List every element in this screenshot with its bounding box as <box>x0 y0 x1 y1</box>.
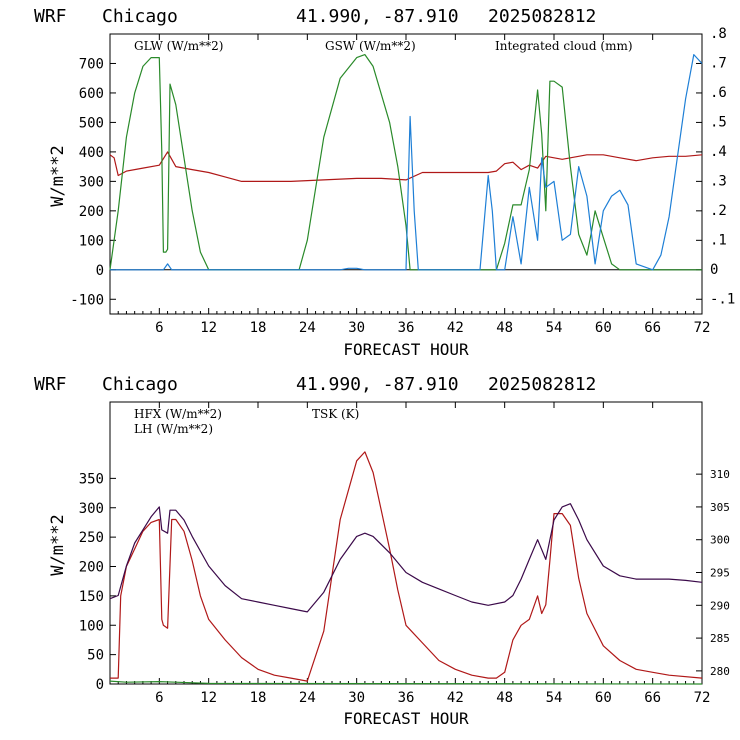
chart-1-x-tick-label: 66 <box>644 320 661 336</box>
chart-2-x-tick-label: 24 <box>299 690 316 706</box>
chart-1-y2-tick-label: .4 <box>710 144 727 160</box>
chart-1-x-tick-label: 72 <box>694 320 711 336</box>
chart-2-series-2-line <box>109 680 703 685</box>
chart-1-series-2-line <box>109 53 702 271</box>
chart-2-series-1-line <box>110 451 703 682</box>
chart-2-marks: 6 12 18 24 30 36 42 48 54 60 66 72 0 50 100 150 200 250 30… <box>79 402 730 706</box>
chart-2-legend-lh: LH (W/m**2) <box>134 422 213 436</box>
chart-2-y-tick-label: 300 <box>79 501 104 517</box>
chart-1-coords: 41.990, -87.910 <box>296 6 459 27</box>
chart-1-x-tick-label: 18 <box>250 320 267 336</box>
chart-2-y-tick-label: 200 <box>79 560 104 576</box>
chart-1-x-tick-label: 36 <box>398 320 415 336</box>
chart-1-legend-gsw: GSW (W/m**2) <box>325 39 416 53</box>
chart-2-y-tick-label: 50 <box>87 648 104 664</box>
chart-1-y-axis-label: W/m**2 <box>48 145 68 206</box>
chart-1-model: WRF <box>34 6 67 27</box>
chart-1-y-tick-label: 400 <box>79 145 104 161</box>
chart-2-y-tick-label: 150 <box>79 589 104 605</box>
chart-2-y-tick-label: 250 <box>79 530 104 546</box>
chart-2-x-tick-label: 42 <box>447 690 464 706</box>
chart-1-y2-tick-label: -.1 <box>710 291 735 307</box>
chart-2-x-tick-label: 12 <box>200 690 217 706</box>
chart-1-run: 2025082812 <box>488 6 596 27</box>
chart-1-y-tick-label: 100 <box>79 233 104 249</box>
chart-1-x-tick-label: 12 <box>200 320 217 336</box>
chart-2-coords: 41.990, -87.910 <box>296 374 459 395</box>
chart-2-x-tick-label: 6 <box>155 690 163 706</box>
chart-1-series-3-line <box>110 53 703 271</box>
chart-1-x-tick-label: 42 <box>447 320 464 336</box>
chart-1-y2-tick-label: .1 <box>710 232 727 248</box>
chart-1-x-tick-label: 54 <box>546 320 563 336</box>
chart-2-y-tick-label: 350 <box>79 471 104 487</box>
chart-2-y-tick-label: 100 <box>79 618 104 634</box>
chart-2-series-3-line <box>109 503 703 613</box>
chart-2-y2-tick-label: 285 <box>710 632 730 645</box>
chart-1-y-tick-label: 200 <box>79 204 104 220</box>
chart-1-x-tick-label: 60 <box>595 320 612 336</box>
chart-1-x-tick-label: 30 <box>348 320 365 336</box>
chart-2-x-tick-label: 36 <box>398 690 415 706</box>
chart-1-y2-tick-label: .3 <box>710 173 727 189</box>
chart-1-x-tick-label: 24 <box>299 320 316 336</box>
chart-1-y-tick-label: 500 <box>79 115 104 131</box>
chart-1-x-tick-label: 6 <box>155 320 163 336</box>
chart-1-y-tick-label: -100 <box>70 292 104 308</box>
chart-2-plot-frame <box>109 401 703 685</box>
chart-2-y2-tick-label: 305 <box>710 501 730 514</box>
chart-2-x-tick-label: 48 <box>496 690 513 706</box>
chart-1-x-tick-label: 48 <box>496 320 513 336</box>
chart-2-y2-tick-label: 295 <box>710 567 730 580</box>
chart-1-series-1-line <box>109 151 703 182</box>
chart-2-legend-tsk: TSK (K) <box>312 407 359 421</box>
chart-1-y-tick-label: 700 <box>79 56 104 72</box>
chart-2-x-axis-label: FORECAST HOUR <box>343 709 469 728</box>
chart-2-x-tick-label: 60 <box>595 690 612 706</box>
chart-2-y-tick-label: 0 <box>96 677 104 693</box>
chart-1-plot-frame <box>109 33 703 315</box>
chart-1: WRF Chicago 41.990, -87.910 2025082812 G… <box>34 6 735 359</box>
chart-2-y2-tick-label: 290 <box>710 599 730 612</box>
chart-2-run: 2025082812 <box>488 374 596 395</box>
chart-1-y-tick-label: 600 <box>79 86 104 102</box>
chart-2-x-tick-label: 30 <box>348 690 365 706</box>
chart-2-legend-hfx: HFX (W/m**2) <box>134 407 222 421</box>
chart-2-y2-tick-label: 310 <box>710 468 730 481</box>
chart-1-legend-cloud: Integrated cloud (mm) <box>495 39 633 53</box>
chart-1-marks: 6 12 18 24 30 36 42 48 54 60 66 72 -100 0 100 200 300 400… <box>70 26 735 336</box>
chart-1-y2-tick-label: .6 <box>710 85 727 101</box>
chart-2-y2-tick-label: 300 <box>710 534 730 547</box>
chart-2-station: Chicago <box>102 374 178 395</box>
chart-1-y-tick-label: 300 <box>79 174 104 190</box>
chart-1-station: Chicago <box>102 6 178 27</box>
chart-2: WRF Chicago 41.990, -87.910 2025082812 H… <box>34 374 730 728</box>
chart-1-legend-glw: GLW (W/m**2) <box>134 39 223 53</box>
chart-2-x-tick-label: 72 <box>694 690 711 706</box>
chart-1-y-tick-label: 0 <box>96 263 104 279</box>
chart-1-x-axis-label: FORECAST HOUR <box>343 340 469 359</box>
chart-2-y-axis-label: W/m**2 <box>48 514 68 575</box>
chart-1-y2-tick-label: .5 <box>710 114 727 130</box>
chart-2-x-tick-label: 54 <box>546 690 563 706</box>
chart-1-y2-tick-label: .2 <box>710 203 727 219</box>
chart-2-x-tick-label: 18 <box>250 690 267 706</box>
chart-2-model: WRF <box>34 374 67 395</box>
chart-1-y2-tick-label: 0 <box>710 262 718 278</box>
chart-1-y2-tick-label: .7 <box>710 55 727 71</box>
chart-2-x-tick-label: 66 <box>644 690 661 706</box>
chart-2-y2-tick-label: 280 <box>710 665 730 678</box>
chart-1-y2-tick-label: .8 <box>710 26 727 42</box>
